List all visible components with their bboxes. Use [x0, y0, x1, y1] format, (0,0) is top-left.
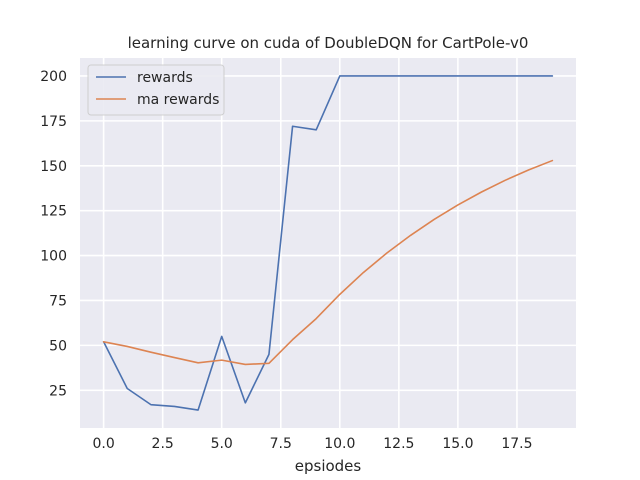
y-tick-labels: 25 50 75 100 125 150 175 200 — [40, 69, 67, 399]
y-tick-label: 125 — [40, 204, 67, 220]
series-line-rewards — [102, 75, 554, 411]
legend: rewards ma rewards — [87, 64, 225, 116]
series-lines — [102, 75, 554, 411]
x-axis-title: epsiodes — [295, 457, 362, 475]
x-tick-label: 17.5 — [501, 436, 532, 452]
x-tick-labels: 0.0 2.5 5.0 7.5 10.0 12.5 15.0 17.5 — [92, 436, 532, 452]
y-tick-label: 175 — [40, 114, 67, 130]
chart-title: learning curve on cuda of DoubleDQN for … — [128, 34, 529, 52]
y-tick-label: 200 — [40, 69, 67, 85]
x-tick-label: 12.5 — [383, 436, 414, 452]
x-tick-label: 5.0 — [211, 436, 233, 452]
y-tick-label: 50 — [49, 338, 67, 354]
x-tick-label: 0.0 — [92, 436, 114, 452]
legend-label-ma-rewards: ma rewards — [137, 92, 219, 108]
x-tick-label: 15.0 — [442, 436, 473, 452]
y-tick-label: 25 — [49, 383, 67, 399]
x-tick-label: 10.0 — [324, 436, 355, 452]
series-line-ma-rewards — [102, 159, 554, 366]
y-tick-label: 150 — [40, 159, 67, 175]
x-tick-label: 2.5 — [152, 436, 174, 452]
x-gridlines — [102, 58, 518, 428]
x-tick-label: 7.5 — [270, 436, 292, 452]
y-tick-label: 100 — [40, 249, 67, 265]
y-tick-label: 75 — [49, 293, 67, 309]
legend-label-rewards: rewards — [137, 70, 193, 86]
